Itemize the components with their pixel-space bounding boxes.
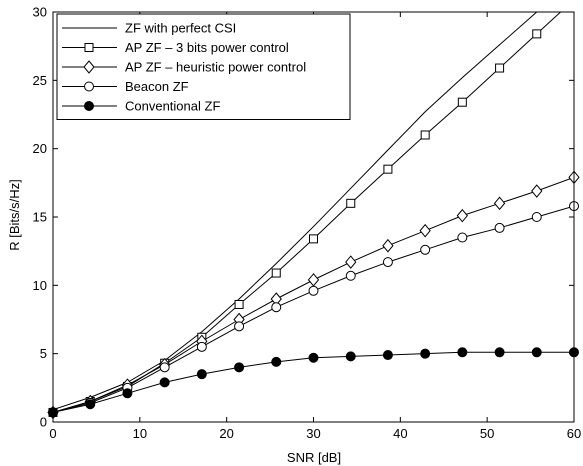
data-point <box>382 257 393 268</box>
x-tick-label: 60 <box>567 426 581 441</box>
data-point <box>531 347 542 358</box>
legend-marker <box>83 60 95 74</box>
data-point <box>271 302 282 313</box>
data-point <box>420 130 430 140</box>
data-point <box>271 356 282 367</box>
y-tick-label: 10 <box>33 278 47 293</box>
data-point <box>457 97 467 107</box>
data-point <box>345 255 357 269</box>
data-point <box>345 351 356 362</box>
y-tick-label: 20 <box>33 141 47 156</box>
legend-marker <box>84 43 94 52</box>
data-point <box>382 238 394 253</box>
data-point <box>159 362 170 373</box>
data-point <box>419 223 431 238</box>
x-tick-label: 20 <box>219 426 233 441</box>
data-point <box>308 285 319 296</box>
data-point <box>346 198 356 208</box>
y-tick-label: 15 <box>33 210 47 225</box>
y-tick-label: 0 <box>40 415 47 430</box>
data-point <box>122 388 133 399</box>
data-point <box>234 299 244 309</box>
x-tick-label: 40 <box>393 426 407 441</box>
x-tick-label: 50 <box>480 426 494 441</box>
x-tick-label: 30 <box>306 426 320 441</box>
data-point <box>271 268 281 278</box>
data-point <box>345 270 356 281</box>
legend-entry: Beacon ZF <box>125 79 189 94</box>
data-point <box>494 222 505 233</box>
x-tick-label: 0 <box>49 426 56 441</box>
legend-marker <box>84 81 94 92</box>
data-point <box>420 348 431 359</box>
legend-entry: AP ZF – 3 bits power control <box>125 40 289 55</box>
data-point <box>495 63 505 73</box>
data-point <box>234 362 245 373</box>
x-axis-label: SNR [dB] <box>287 450 341 465</box>
data-point <box>309 234 318 244</box>
data-point <box>196 369 207 380</box>
legend-marker <box>84 101 94 111</box>
data-point <box>456 208 468 223</box>
data-point <box>420 244 431 255</box>
data-point <box>383 164 393 174</box>
plot-frame <box>52 11 575 423</box>
data-point <box>308 352 319 363</box>
legend-entry: Conventional ZF <box>125 99 220 114</box>
data-point <box>493 196 506 211</box>
data-point <box>457 347 468 358</box>
data-point <box>234 321 245 332</box>
data-point <box>531 184 543 198</box>
data-point <box>532 29 542 39</box>
data-point <box>531 212 542 222</box>
legend-entry: ZF with perfect CSI <box>125 21 236 36</box>
data-point <box>382 350 393 361</box>
y-tick-label: 30 <box>33 5 47 20</box>
data-point <box>307 273 320 287</box>
x-tick-label: 10 <box>133 426 147 441</box>
axis-ticks: 0 10 20 30 40 50 60 0 5 10 15 20 25 30 <box>33 5 582 442</box>
data-point <box>85 399 96 410</box>
data-point <box>494 347 505 358</box>
legend-entry: AP ZF – heuristic power control <box>125 60 306 75</box>
y-tick-label: 25 <box>33 73 47 88</box>
series-line-0 <box>53 12 538 411</box>
series-markers <box>47 29 580 420</box>
data-point <box>457 232 468 243</box>
data-point <box>196 341 207 352</box>
y-tick-label: 5 <box>40 346 47 361</box>
y-axis-label: R [Bits/s/Hz] <box>7 179 22 251</box>
data-point <box>159 377 170 388</box>
legend: ZF with perfect CSI AP ZF – 3 bits power … <box>56 13 351 120</box>
